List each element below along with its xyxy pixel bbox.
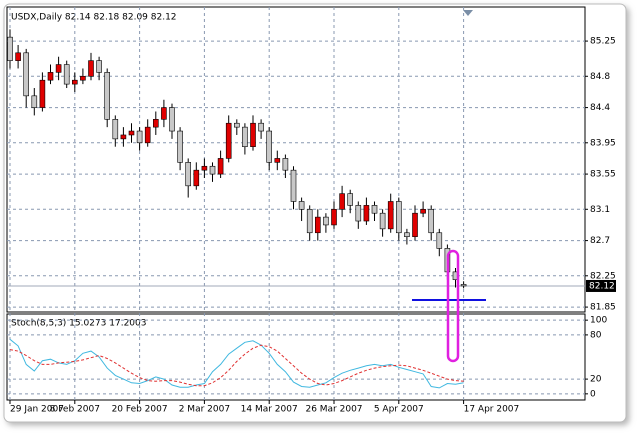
candle-body bbox=[161, 107, 167, 120]
candle-body bbox=[104, 72, 110, 120]
x-tick-label: 29 Jan 2007 bbox=[10, 405, 64, 415]
candle-body bbox=[282, 158, 289, 171]
candle-body bbox=[323, 216, 329, 226]
candle-body bbox=[460, 284, 467, 287]
candle-body bbox=[96, 60, 102, 73]
candle-body bbox=[39, 79, 46, 108]
candle-body bbox=[274, 158, 281, 163]
y-tick-label: 82.25 bbox=[590, 271, 616, 281]
candle-body bbox=[420, 208, 426, 214]
candle-body bbox=[47, 72, 54, 81]
candle-body bbox=[169, 107, 175, 132]
candle-body bbox=[88, 60, 94, 77]
candle-body bbox=[177, 130, 183, 163]
x-tick-label: 2 Mar 2007 bbox=[179, 405, 230, 415]
candle-body bbox=[15, 52, 21, 61]
candle-body bbox=[379, 212, 386, 230]
x-tick-label: 5 Apr 2007 bbox=[374, 405, 424, 415]
y-tick-label: 81.85 bbox=[590, 303, 616, 313]
x-tick-label: 8 Feb 2007 bbox=[50, 405, 100, 415]
price-panel bbox=[6, 6, 586, 313]
y-tick-label: 83.95 bbox=[590, 138, 616, 148]
candle-body bbox=[306, 208, 313, 234]
candle-body bbox=[404, 232, 410, 237]
y-tick-label: 83.1 bbox=[590, 205, 610, 215]
candle-body bbox=[185, 162, 191, 187]
candle-body bbox=[193, 169, 200, 187]
candle-body bbox=[412, 212, 418, 237]
candle-body bbox=[242, 126, 248, 147]
candle-body bbox=[136, 130, 143, 144]
candle-body bbox=[128, 130, 135, 136]
stoch-panel bbox=[6, 313, 586, 401]
x-tick-label: 17 Apr 2007 bbox=[464, 405, 520, 415]
candle-body bbox=[31, 95, 38, 108]
candle-body bbox=[153, 119, 159, 128]
current-price-box bbox=[586, 279, 616, 292]
candle-body bbox=[266, 130, 273, 163]
candle-body bbox=[250, 122, 256, 147]
candle-body bbox=[63, 64, 70, 85]
y-tick-label: 84.4 bbox=[590, 103, 610, 113]
y-tick-label: 100 bbox=[590, 316, 607, 326]
y-tick-label: 20 bbox=[590, 375, 602, 385]
candle-body bbox=[258, 122, 264, 132]
chart-title: USDX,Daily 82.14 82.18 82.09 82.12 bbox=[11, 13, 177, 23]
candle-body bbox=[225, 122, 232, 159]
candle-body bbox=[371, 205, 378, 214]
candle-body bbox=[144, 126, 151, 144]
candle-body bbox=[314, 216, 321, 234]
y-tick-label: 84.8 bbox=[590, 72, 610, 82]
candle-body bbox=[209, 165, 216, 175]
stoch-title: Stoch(8,5,3) 15.0273 17.2003 bbox=[11, 319, 146, 329]
highlight-box bbox=[446, 249, 460, 363]
candle-body bbox=[298, 201, 305, 210]
candle-body bbox=[7, 36, 13, 61]
candle-body bbox=[72, 79, 78, 85]
y-tick-label: 82.7 bbox=[590, 236, 610, 246]
candle-body bbox=[387, 201, 394, 230]
candle-body bbox=[339, 193, 345, 210]
candle-body bbox=[120, 134, 127, 140]
x-tick-label: 14 Mar 2007 bbox=[241, 405, 298, 415]
candle-body bbox=[395, 201, 402, 234]
candle-body bbox=[428, 208, 435, 234]
candle-body bbox=[112, 119, 119, 140]
y-tick-label: 80 bbox=[590, 330, 602, 340]
candle-body bbox=[290, 169, 297, 202]
candle-body bbox=[55, 64, 62, 73]
candle-body bbox=[201, 165, 208, 171]
candle-body bbox=[355, 205, 362, 222]
stoch-line bbox=[9, 338, 464, 389]
stoch-line bbox=[9, 344, 464, 387]
candle-body bbox=[331, 208, 337, 226]
candle-body bbox=[436, 232, 443, 249]
y-tick-label: 83.55 bbox=[590, 170, 616, 180]
candle-body bbox=[80, 75, 86, 81]
candle-body bbox=[234, 122, 240, 128]
candle-body bbox=[347, 193, 354, 206]
y-tick-label: 0 bbox=[590, 389, 596, 399]
current-price-label: 82.12 bbox=[589, 281, 615, 291]
y-tick-label: 85.25 bbox=[590, 37, 616, 47]
candle-body bbox=[363, 205, 370, 222]
x-tick-label: 20 Feb 2007 bbox=[112, 405, 168, 415]
shift-marker bbox=[463, 10, 473, 16]
candle-body bbox=[23, 52, 30, 97]
candle-body bbox=[217, 158, 224, 175]
x-tick-label: 26 Mar 2007 bbox=[305, 405, 362, 415]
